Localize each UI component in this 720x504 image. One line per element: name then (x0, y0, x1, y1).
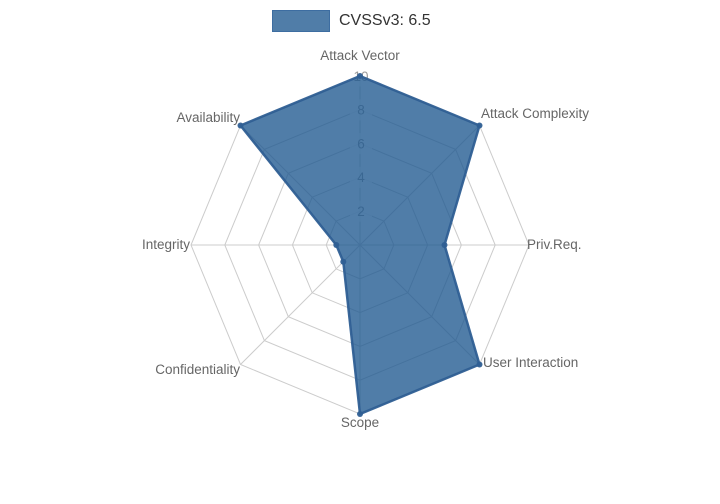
axis-label-integrity: Integrity (142, 237, 190, 252)
legend-label: CVSSv3: 6.5 (339, 12, 431, 29)
axis-label-priv-req: Priv.Req. (527, 237, 582, 252)
axis-labels: Attack Vector Attack Complexity Priv.Req. U… (142, 48, 589, 430)
chart-legend-item[interactable]: CVSSv3: 6.5 (272, 10, 431, 32)
data-point[interactable] (357, 73, 363, 79)
axis-label-attack-complexity: Attack Complexity (481, 106, 589, 121)
data-point[interactable] (340, 258, 347, 265)
axis-label-user-interaction: User Interaction (483, 355, 578, 370)
axis-label-scope: Scope (341, 415, 379, 430)
radar-spoke (240, 244, 361, 365)
data-point[interactable] (237, 122, 244, 129)
data-point[interactable] (357, 411, 363, 417)
data-point[interactable] (476, 122, 483, 129)
data-points (237, 73, 483, 417)
data-point[interactable] (441, 242, 448, 248)
axis-label-availability: Availability (176, 110, 240, 125)
data-point[interactable] (476, 361, 483, 368)
data-point[interactable] (333, 242, 340, 248)
legend-swatch (272, 10, 330, 32)
axis-label-confidentiality: Confidentiality (155, 362, 240, 377)
axis-label-attack-vector: Attack Vector (320, 48, 400, 63)
